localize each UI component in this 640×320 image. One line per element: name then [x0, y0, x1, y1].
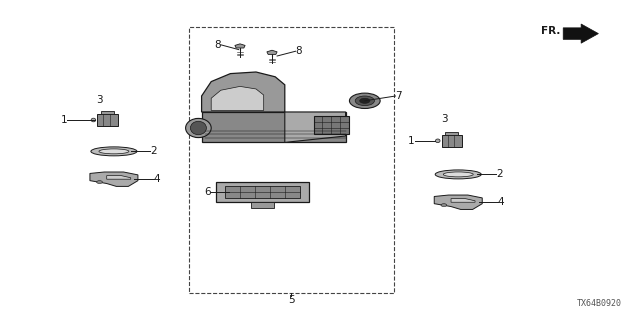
Polygon shape: [435, 195, 483, 210]
Text: 3: 3: [442, 114, 448, 124]
Text: 4: 4: [498, 197, 504, 207]
Ellipse shape: [191, 121, 206, 135]
Polygon shape: [202, 72, 285, 112]
Ellipse shape: [91, 118, 96, 122]
Text: 8: 8: [296, 46, 302, 56]
Text: 2: 2: [150, 146, 157, 156]
Text: 8: 8: [214, 40, 221, 50]
Bar: [97, 114, 118, 126]
Polygon shape: [267, 50, 277, 54]
Ellipse shape: [441, 204, 447, 207]
Polygon shape: [235, 44, 245, 48]
Ellipse shape: [435, 139, 440, 143]
Ellipse shape: [360, 98, 370, 103]
Bar: [101, 111, 114, 114]
Text: TX64B0920: TX64B0920: [577, 299, 622, 308]
Bar: [442, 135, 462, 147]
Polygon shape: [107, 176, 131, 179]
Text: 5: 5: [288, 295, 294, 305]
Polygon shape: [563, 24, 598, 43]
Ellipse shape: [355, 96, 374, 106]
Bar: [314, 116, 349, 134]
Text: 2: 2: [496, 169, 502, 180]
Text: FR.: FR.: [541, 26, 560, 36]
Polygon shape: [211, 86, 264, 110]
Text: 6: 6: [205, 187, 211, 197]
Ellipse shape: [349, 93, 380, 108]
Ellipse shape: [444, 172, 473, 177]
Ellipse shape: [435, 170, 481, 179]
Bar: [216, 181, 308, 202]
Polygon shape: [285, 112, 346, 142]
Polygon shape: [90, 172, 138, 186]
Text: 7: 7: [396, 91, 402, 101]
Ellipse shape: [91, 147, 137, 156]
Text: 1: 1: [61, 115, 67, 125]
Ellipse shape: [99, 149, 129, 154]
Bar: [445, 132, 458, 135]
Bar: [251, 202, 274, 208]
Polygon shape: [451, 199, 475, 202]
Text: 3: 3: [96, 95, 102, 105]
Ellipse shape: [186, 118, 211, 138]
Bar: [202, 112, 346, 142]
Text: 4: 4: [154, 174, 160, 184]
Bar: [225, 186, 300, 198]
Bar: [189, 27, 394, 293]
Text: 1: 1: [408, 136, 415, 146]
Ellipse shape: [97, 180, 102, 184]
